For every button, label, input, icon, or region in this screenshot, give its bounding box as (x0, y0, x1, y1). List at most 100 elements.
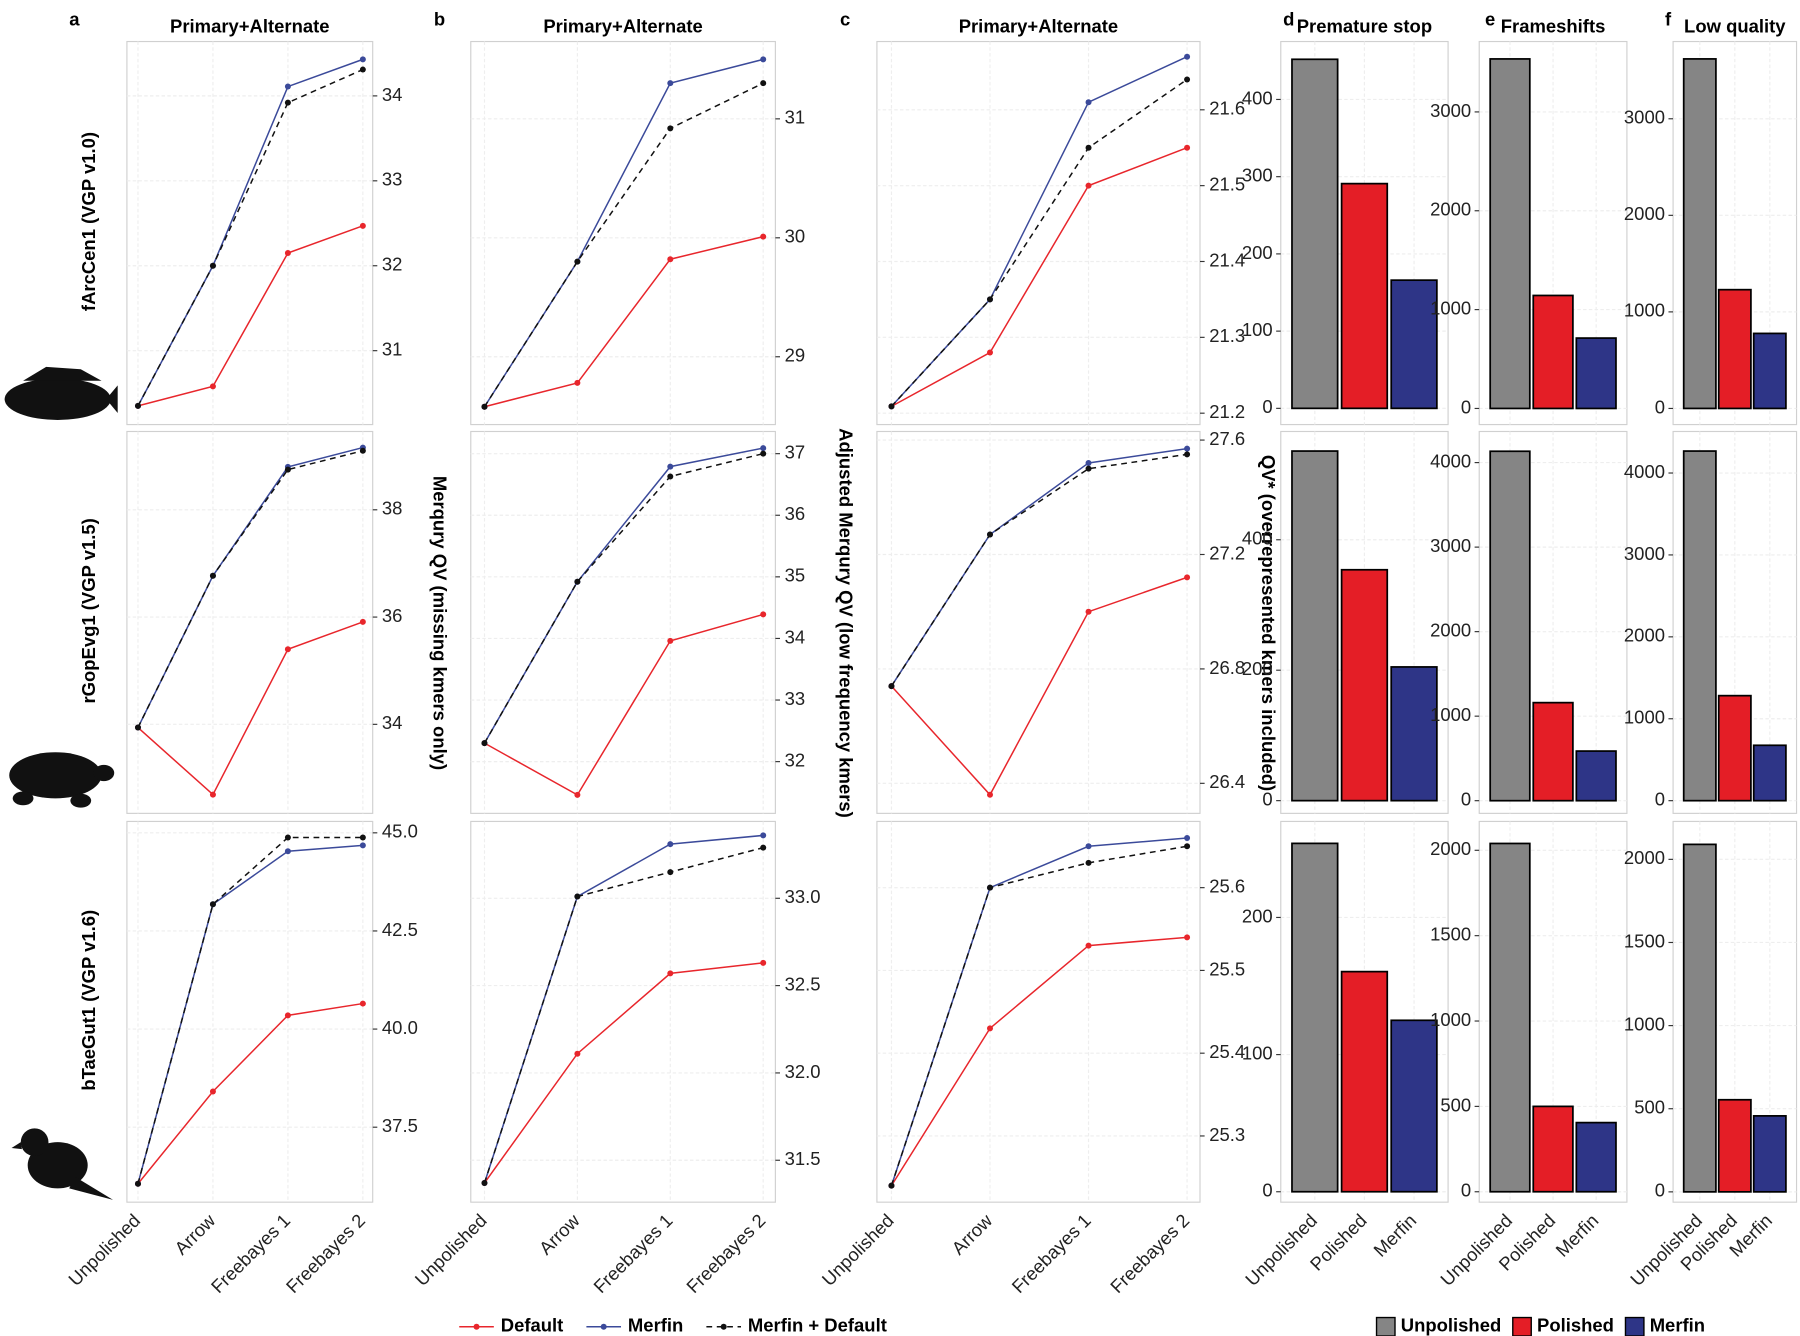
bar (1752, 744, 1787, 802)
point (667, 869, 674, 876)
point (1085, 465, 1092, 472)
series-line (890, 936, 1188, 1187)
point (1184, 834, 1191, 841)
series-line (890, 447, 1188, 687)
y-tick-label: 3000 (1430, 100, 1471, 121)
y-tick-label: 0 (1461, 1180, 1471, 1201)
panel-label: e (1485, 9, 1495, 30)
bar (1291, 58, 1339, 410)
point (1184, 53, 1191, 60)
x-tick-label: Freebayes 2 (682, 1210, 769, 1297)
point (574, 791, 581, 798)
series-line (483, 452, 764, 744)
bar (1752, 1115, 1787, 1193)
point (1184, 76, 1191, 83)
y-tick-label: 0 (1262, 789, 1272, 810)
point (1085, 843, 1092, 850)
y-axis-label: QV* (overrepresented kmers included) (1258, 455, 1279, 791)
y-tick-label: 32.5 (785, 973, 821, 994)
series-line (137, 1002, 363, 1185)
y-tick-label: 3000 (1624, 107, 1665, 128)
series-line (890, 453, 1188, 687)
bar (1390, 666, 1438, 802)
point (574, 379, 581, 386)
bar (1340, 970, 1389, 1193)
y-tick-label: 35 (785, 565, 806, 586)
x-tick-label: Unpolished (64, 1210, 144, 1290)
y-axis-label: Adjusted Merqury QV (low frequency kmers… (836, 428, 857, 818)
bar (1575, 1121, 1617, 1193)
point (1085, 459, 1092, 466)
point (1085, 942, 1092, 949)
point (359, 447, 366, 454)
point (574, 893, 581, 900)
y-tick-label: 2000 (1430, 199, 1471, 220)
legend-label: Polished (1537, 1315, 1614, 1336)
y-tick-label: 1000 (1430, 1009, 1471, 1030)
y-tick-label: 34 (382, 84, 403, 105)
bar (1532, 701, 1574, 802)
point (987, 884, 994, 891)
bar (1575, 337, 1617, 410)
panel-title: Primary+Alternate (170, 16, 330, 37)
y-tick-label: 27.2 (1209, 542, 1245, 563)
point (284, 250, 291, 257)
y-tick-label: 100 (1242, 319, 1273, 340)
point (667, 80, 674, 87)
series-line (483, 82, 764, 408)
x-tick-label: Merfin (1369, 1210, 1420, 1261)
point (359, 842, 366, 849)
bar (1390, 1019, 1438, 1193)
y-tick-label: 26.4 (1209, 771, 1245, 792)
series-line (483, 962, 764, 1184)
bar (1489, 58, 1531, 410)
x-tick-label: Unpolished (818, 1210, 898, 1290)
y-tick-label: 0 (1655, 396, 1665, 417)
y-tick-label: 0 (1655, 1180, 1665, 1201)
panel-title: Premature stop (1297, 16, 1432, 37)
bar (1532, 294, 1574, 410)
point (574, 578, 581, 585)
x-tick-label: Arrow (947, 1209, 996, 1258)
point (760, 80, 767, 87)
y-tick-label: 36 (382, 605, 403, 626)
panel-background (876, 820, 1201, 1203)
point (209, 901, 216, 908)
bar (1682, 450, 1717, 802)
y-tick-label: 500 (1634, 1097, 1665, 1118)
point (760, 56, 767, 63)
y-tick-label: 33 (785, 688, 806, 709)
legend-swatch (1512, 1316, 1532, 1336)
point (359, 618, 366, 625)
series-line (137, 621, 364, 796)
panel-background (126, 40, 374, 426)
x-tick-label: Freebayes 2 (282, 1210, 369, 1297)
y-tick-label: 1500 (1430, 924, 1471, 945)
point (1184, 843, 1191, 850)
point (667, 256, 674, 263)
y-tick-label: 1000 (1624, 300, 1665, 321)
legend-label: Merfin (1650, 1315, 1705, 1336)
bar (1575, 750, 1617, 802)
point (1085, 144, 1092, 151)
legend-swatch-dot (473, 1323, 480, 1330)
y-tick-label: 38 (382, 498, 403, 519)
panel-label: d (1283, 9, 1294, 30)
y-tick-label: 36 (785, 503, 806, 524)
bird-silhouette (11, 1128, 114, 1200)
y-tick-label: 37.5 (382, 1115, 418, 1136)
y-tick-label: 34 (382, 712, 403, 733)
panel-label: f (1665, 9, 1672, 30)
panel-background (876, 430, 1201, 814)
point (284, 83, 291, 90)
bar (1682, 58, 1717, 410)
legend-swatch-dot (600, 1323, 607, 1330)
panel-background (470, 820, 776, 1203)
point (1184, 574, 1191, 581)
y-tick-label: 200 (1242, 242, 1273, 263)
y-tick-label: 27.6 (1209, 428, 1245, 449)
point (888, 403, 895, 410)
point (888, 1182, 895, 1189)
legend-swatch-dot (720, 1323, 727, 1330)
y-tick-label: 2000 (1624, 847, 1665, 868)
